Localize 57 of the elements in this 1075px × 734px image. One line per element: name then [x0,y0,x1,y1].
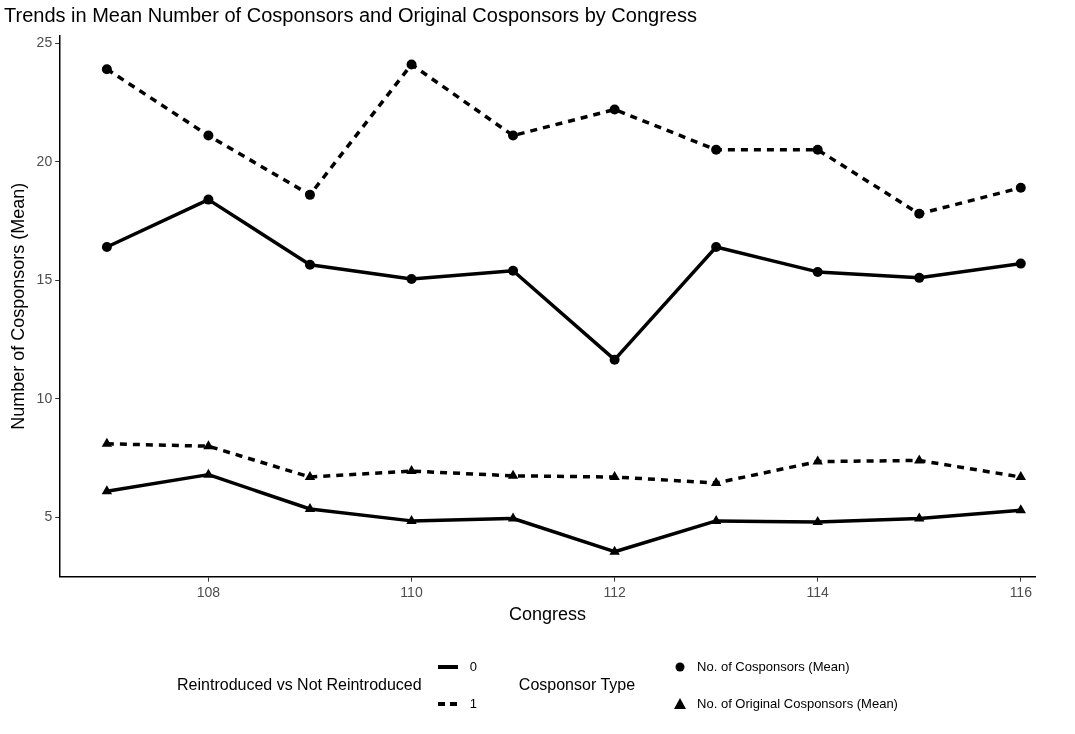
point [609,471,620,481]
point [1015,471,1026,481]
legend-title: Reintroduced vs Not Reintroduced [177,676,422,694]
y-axis-title: Number of Cosponsors (Mean) [7,182,28,430]
point [508,265,519,276]
point [304,503,316,513]
point [1015,182,1026,193]
point [203,130,214,141]
point [101,485,113,495]
point [203,194,214,205]
x-tick-label: 110 [400,583,423,600]
point [710,476,722,486]
point [406,59,417,70]
y-tick-label: 25 [36,33,53,50]
point [609,545,620,555]
point [101,437,113,447]
y-tick-label: 20 [36,152,53,169]
point [508,130,519,141]
legend-label: 0 [469,659,477,674]
x-tick-label: 112 [603,583,626,600]
point [812,455,823,465]
chart-title: Trends in Mean Number of Cosponsors and Original Cosponsors by Congress [4,3,697,26]
point [101,242,112,253]
text: No. of Original Cosponsors (Mean) [697,696,898,711]
point [812,516,823,526]
point [812,144,823,155]
point [914,272,925,283]
point [914,208,925,219]
y-tick-label: 15 [36,271,53,288]
point [1015,258,1026,269]
x-axis-title: Congress [509,604,587,625]
point [203,440,214,450]
x-tick-label: 108 [196,583,221,600]
y-tick-label: 5 [44,508,53,525]
point [304,259,315,270]
point [609,354,620,365]
text: Cosponsor Type [518,676,636,694]
point [304,189,315,200]
point [507,512,519,522]
point [203,468,214,478]
point [914,512,925,522]
legend-label: 1 [469,696,477,711]
point [609,104,620,115]
point [711,144,722,155]
y-tick-label: 10 [36,389,53,406]
point [406,274,417,285]
point [812,266,823,277]
point [406,514,417,524]
x-tick-label: 116 [1009,583,1033,600]
point [711,242,722,253]
point [101,64,112,75]
text: No. of Cosponsors (Mean) [697,659,850,674]
point [507,469,519,479]
point [1015,504,1026,514]
point [304,471,316,481]
point [406,465,417,475]
x-tick-label: 114 [806,583,830,600]
